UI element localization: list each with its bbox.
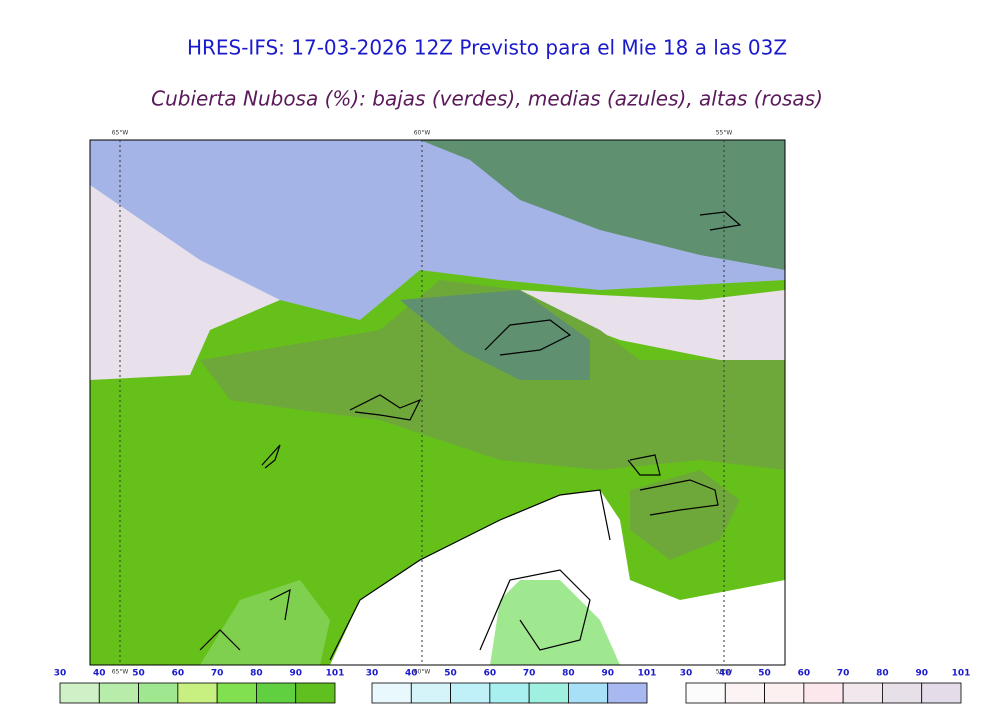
colorbar-tick: 60 xyxy=(172,669,185,679)
colorbar-swatch xyxy=(410,682,451,704)
colorbar-tick: 101 xyxy=(952,669,971,679)
coastlines xyxy=(199,211,742,661)
colorbar-swatch xyxy=(724,682,765,704)
clear-sky xyxy=(330,490,785,665)
low-cloud xyxy=(490,580,620,665)
lon-label: 60°W xyxy=(414,130,431,137)
title: HRES-IFS: 17-03-2026 12Z Previsto para e… xyxy=(187,36,787,60)
low-cloud xyxy=(200,580,330,665)
mixed-cloud xyxy=(200,280,785,470)
colorbar-tick: 30 xyxy=(680,669,693,679)
lon-label: 65°W xyxy=(112,669,129,676)
lon-label: 65°W xyxy=(112,130,129,137)
lon-label: 60°W xyxy=(414,669,431,676)
colorbar-swatch xyxy=(59,682,100,704)
colorbar-tick: 50 xyxy=(444,669,457,679)
colorbar-swatch xyxy=(371,682,412,704)
colorbar-tick: 40 xyxy=(405,669,418,679)
colorbar-tick: 80 xyxy=(876,669,889,679)
colorbar-swatch xyxy=(528,682,569,704)
colorbar-swatch xyxy=(842,682,883,704)
map-frame xyxy=(89,139,786,666)
high-cloud xyxy=(520,290,785,370)
colorbar-swatch xyxy=(764,682,805,704)
colorbar-tick: 50 xyxy=(132,669,145,679)
colorbar-swatch xyxy=(98,682,139,704)
lon-label: 55°W xyxy=(716,669,733,676)
colorbar-swatch xyxy=(489,682,530,704)
colorbar-tick: 90 xyxy=(289,669,302,679)
mixed-cloud xyxy=(420,140,785,270)
colorbar-swatch xyxy=(803,682,844,704)
colorbar-swatch xyxy=(882,682,923,704)
colorbar-tick: 60 xyxy=(484,669,497,679)
colorbar-swatch xyxy=(138,682,179,704)
colorbar-swatch xyxy=(450,682,491,704)
colorbar-tick: 70 xyxy=(211,669,224,679)
colorbar-tick: 70 xyxy=(837,669,850,679)
colorbar-swatch xyxy=(921,682,962,704)
colorbar-swatch xyxy=(607,682,648,704)
colorbar-tick: 30 xyxy=(54,669,67,679)
colorbar-tick: 40 xyxy=(93,669,106,679)
colorbar-swatch xyxy=(177,682,218,704)
colorbar-tick: 30 xyxy=(366,669,379,679)
colorbar-swatch xyxy=(256,682,297,704)
map-field xyxy=(90,140,785,665)
colorbar-swatch xyxy=(685,682,726,704)
high-cloud xyxy=(90,185,280,380)
mixed-cloud xyxy=(400,290,590,380)
subtitle: Cubierta Nubosa (%): bajas (verdes), med… xyxy=(151,87,823,111)
colorbar-tick: 50 xyxy=(758,669,771,679)
colorbar-tick: 80 xyxy=(250,669,263,679)
colorbar-tick: 90 xyxy=(601,669,614,679)
lon-label: 55°W xyxy=(716,130,733,137)
colorbar-tick: 90 xyxy=(915,669,928,679)
colorbar-tick: 40 xyxy=(719,669,732,679)
colorbar-swatch xyxy=(216,682,257,704)
mixed-cloud xyxy=(630,470,740,560)
colorbar-tick: 70 xyxy=(523,669,536,679)
colorbar-swatch xyxy=(295,682,336,704)
colorbar-tick: 101 xyxy=(638,669,657,679)
colorbar-tick: 80 xyxy=(562,669,575,679)
colorbar-tick: 60 xyxy=(798,669,811,679)
colorbar-tick: 101 xyxy=(326,669,345,679)
colorbar-swatch xyxy=(568,682,609,704)
